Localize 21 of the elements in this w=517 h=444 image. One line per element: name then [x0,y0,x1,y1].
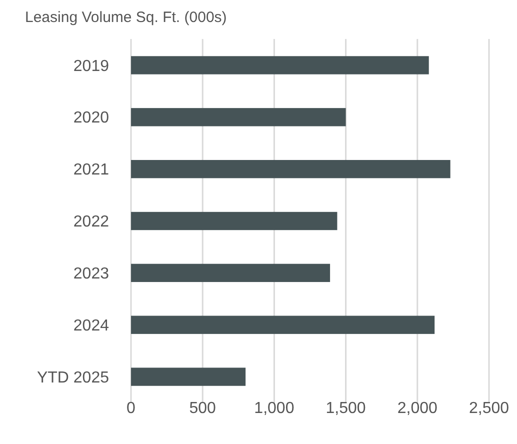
bar [131,160,450,178]
y-tick-label: YTD 2025 [36,369,110,386]
bar [131,212,338,230]
x-tick-label: 2,000 [397,400,438,417]
y-tick-label: 2019 [73,58,110,75]
x-tick-label: 1,500 [326,400,366,417]
x-tick-label: 0 [126,400,136,417]
bar [131,264,330,282]
bar [131,368,246,386]
y-tick-label: 2020 [73,110,110,127]
bar [131,56,429,74]
y-tick-label: 2024 [73,317,110,334]
y-tick-label: 2023 [73,266,110,283]
y-tick-label: 2022 [73,214,110,231]
y-tick-label: 2021 [73,162,110,179]
bar [131,316,435,334]
chart-title: Leasing Volume Sq. Ft. (000s) [25,9,227,26]
x-tick-label: 500 [189,400,216,417]
x-tick-label: 2,500 [468,400,510,417]
x-tick-label: 1,000 [254,400,294,417]
bar [131,108,346,126]
